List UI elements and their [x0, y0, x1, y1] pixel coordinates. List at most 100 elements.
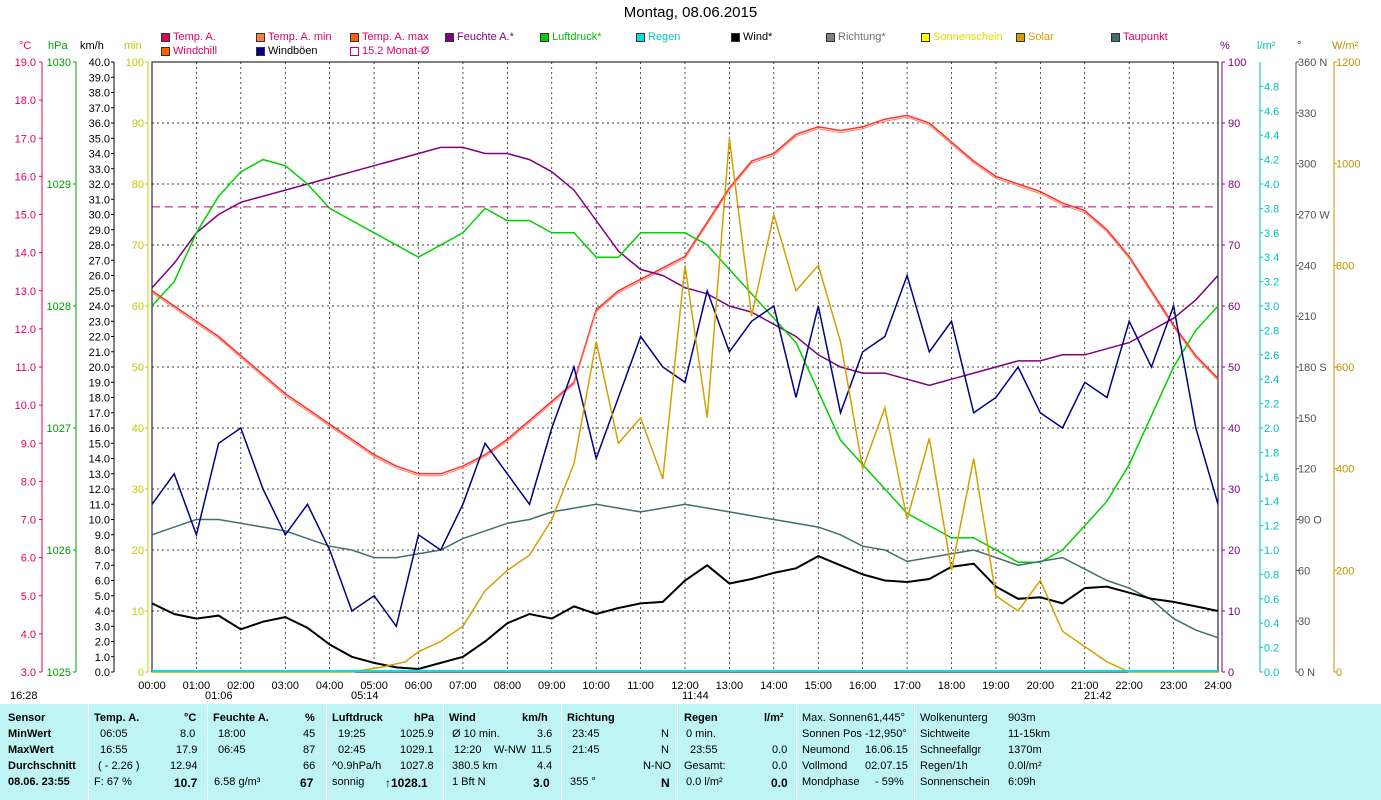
- wind-run: 380.5 km: [452, 760, 498, 772]
- legend-swatch-temp-max: [350, 32, 359, 42]
- hum-min-time: 18:00: [218, 728, 246, 740]
- legend-label: Solar: [1028, 31, 1054, 43]
- tick-label-rain: 3.4: [1264, 252, 1279, 264]
- wind-max-time: 12:20: [454, 744, 482, 756]
- misc-k2: Schneefallgr: [920, 744, 982, 756]
- tick-label-pressure: 1030: [47, 57, 71, 69]
- astro-v2: 16.06.15: [865, 744, 908, 756]
- legend-label: Feuchte A.*: [457, 31, 514, 43]
- legend-label: Luftdruck*: [552, 31, 602, 43]
- x-tick-label: 07:00: [449, 680, 477, 692]
- temp-max-val: 17.9: [176, 744, 198, 756]
- tick-label-wind: 11.0: [89, 499, 110, 511]
- legend-swatch-temp: [161, 32, 170, 42]
- tick-label-wind: 35.0: [89, 133, 110, 145]
- astro-k2: Neumond: [802, 744, 850, 756]
- hum-current: 67: [300, 776, 314, 790]
- tick-label-wind: 17.0: [89, 408, 110, 420]
- legend-label: Windchill: [173, 45, 218, 57]
- tick-label-temp: 17.0: [15, 133, 36, 145]
- tick-label-rain: 1.4: [1264, 496, 1279, 508]
- tick-label-wind: 7.0: [95, 560, 110, 572]
- x-tick-label: 09:00: [538, 680, 566, 692]
- tick-label-temp: 8.0: [21, 476, 36, 488]
- legend-gusts: Windböen: [256, 45, 318, 57]
- astro-v4: - 59%: [875, 776, 904, 788]
- series-line-temp-a-: [151, 114, 1219, 475]
- tick-label-rain: 1.8: [1264, 447, 1279, 459]
- tick-label-wind: 25.0: [89, 286, 110, 298]
- misc-v3: 0.0l/m²: [1008, 760, 1042, 772]
- misc-k0: Wolkenunterg: [920, 712, 988, 724]
- legend-label: Richtung*: [838, 31, 886, 43]
- dir-min-val: N: [661, 728, 669, 740]
- tick-label-pct: 80: [1228, 179, 1240, 191]
- astro-v1: -12,950°: [865, 728, 907, 740]
- tick-label-sun_min: 20: [132, 545, 144, 557]
- row-max: MaxWert: [8, 744, 54, 756]
- tick-label-pct: 60: [1228, 301, 1240, 313]
- tick-label-wind: 19.0: [89, 377, 110, 389]
- tick-label-dir: 210: [1298, 311, 1316, 323]
- tick-label-wind: 21.0: [89, 347, 110, 359]
- legend-swatch-direction: [826, 32, 835, 42]
- temp-min-val: 8.0: [180, 728, 196, 740]
- tick-label-wind: 6.0: [95, 576, 110, 588]
- hum-head: Feuchte A.: [213, 712, 269, 724]
- wind-unit: km/h: [522, 712, 548, 724]
- tick-label-pct: 70: [1228, 240, 1240, 252]
- tick-label-temp: 14.0: [15, 248, 36, 260]
- unit-temp: °C: [19, 40, 32, 52]
- unit-wind: km/h: [80, 40, 104, 52]
- misc-k4: Sonnenschein: [920, 776, 990, 788]
- series-line-luftdruck: [151, 158, 1219, 563]
- tick-label-rain: 4.6: [1264, 106, 1279, 118]
- tick-label-rain: 0.2: [1264, 643, 1279, 655]
- legend-direction: Richtung*: [826, 31, 886, 43]
- tick-label-dir: 360 N: [1298, 57, 1327, 69]
- dir-min-time: 23:45: [572, 728, 600, 740]
- tick-label-dir: 240: [1298, 260, 1316, 272]
- stats-panel: [0, 704, 1381, 800]
- legend-wind: Wind*: [731, 31, 772, 43]
- hum-abs: 6.58 g/m³: [214, 776, 261, 788]
- sun-mark-sunset: 21:42: [1084, 690, 1112, 702]
- wind-head: Wind: [449, 712, 476, 724]
- hum-min-val: 45: [303, 728, 316, 740]
- tick-label-temp: 15.0: [15, 210, 36, 222]
- unit-pct: %: [1220, 40, 1230, 52]
- tick-label-temp: 10.0: [15, 400, 36, 412]
- tick-label-pct: 50: [1228, 362, 1240, 374]
- tick-label-sun_min: 10: [132, 606, 144, 618]
- tick-label-wind: 23.0: [89, 316, 110, 328]
- series-line-windb-en: [151, 273, 1219, 629]
- x-tick-label: 23:00: [1160, 680, 1188, 692]
- tick-label-pct: 40: [1228, 423, 1240, 435]
- tick-label-solar: 600: [1336, 362, 1354, 374]
- legend-sunshine: Sonnenschein: [921, 31, 1003, 43]
- dir-degrees: 355 °: [570, 776, 596, 788]
- current-timestamp: 08.06. 23:55: [8, 776, 70, 788]
- hum-max-time: 06:45: [218, 744, 246, 756]
- tick-label-pressure: 1026: [47, 545, 71, 557]
- tick-label-wind: 4.0: [95, 606, 110, 618]
- tick-label-wind: 5.0: [95, 591, 110, 603]
- tick-label-wind: 29.0: [89, 225, 110, 237]
- sun-events-bar: 16:28 01:06 05:14 11:44 21:42: [0, 690, 1381, 704]
- x-tick-label: 03:00: [271, 680, 299, 692]
- tick-label-wind: 24.0: [89, 301, 110, 313]
- tick-label-rain: 2.2: [1264, 399, 1279, 411]
- tick-label-rain: 4.2: [1264, 155, 1279, 167]
- x-tick-label: 16:00: [849, 680, 877, 692]
- tick-label-solar: 1200: [1336, 57, 1360, 69]
- hum-unit: %: [305, 712, 315, 724]
- press-min-val: 1025.9: [400, 728, 434, 740]
- tick-label-solar: 200: [1336, 565, 1354, 577]
- series-line-taupunkt: [151, 503, 1219, 639]
- rain-max-time: 23:55: [690, 744, 718, 756]
- legend-label: 15.2 Monat-Ø: [362, 45, 430, 57]
- x-tick-label: 17:00: [893, 680, 921, 692]
- tick-label-rain: 4.8: [1264, 81, 1279, 93]
- tick-label-sun_min: 50: [132, 362, 144, 374]
- rain-total-val: 0.0: [772, 760, 788, 772]
